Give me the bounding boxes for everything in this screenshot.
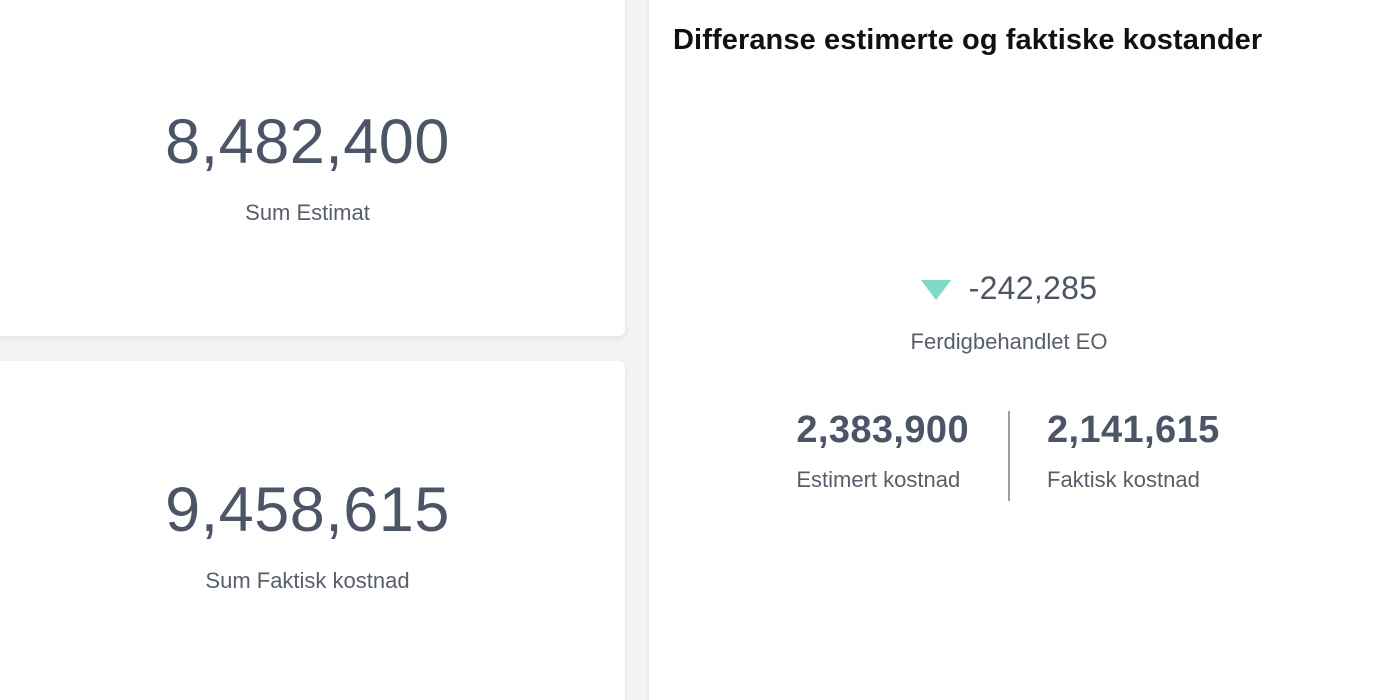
difference-kpi: -242,285 Ferdigbehandlet EO [649, 270, 1369, 355]
difference-value-row: -242,285 [920, 270, 1098, 307]
difference-card: Differanse estimerte og faktiske kostand… [649, 0, 1390, 700]
sum-estimat-label: Sum Estimat [245, 200, 370, 225]
actual-cost-label: Faktisk kostnad [1047, 467, 1200, 492]
difference-title: Differanse estimerte og faktiske kostand… [673, 24, 1263, 56]
sum-estimat-value: 8,482,400 [165, 107, 450, 177]
triangle-down-icon [920, 279, 951, 300]
sum-estimat-card: 8,482,400 Sum Estimat [0, 0, 625, 336]
difference-label: Ferdigbehandlet EO [910, 329, 1108, 354]
estimated-cost: 2,383,900 Estimert kostnad [796, 411, 969, 493]
cost-comparison: 2,383,900 Estimert kostnad 2,141,615 Fak… [649, 411, 1390, 501]
estimated-cost-value: 2,383,900 [796, 409, 969, 451]
sum-estimat-kpi: 8,482,400 Sum Estimat [0, 111, 625, 226]
sum-faktisk-card: 9,458,615 Sum Faktisk kostnad [0, 361, 625, 700]
actual-cost-value: 2,141,615 [1047, 409, 1220, 451]
difference-value: -242,285 [968, 270, 1098, 306]
estimated-cost-label: Estimert kostnad [796, 467, 961, 492]
actual-cost: 2,141,615 Faktisk kostnad [1047, 411, 1220, 493]
sum-faktisk-label: Sum Faktisk kostnad [205, 568, 410, 593]
comparison-divider [1008, 411, 1010, 501]
sum-faktisk-value: 9,458,615 [165, 475, 450, 545]
sum-faktisk-kpi: 9,458,615 Sum Faktisk kostnad [0, 479, 625, 594]
